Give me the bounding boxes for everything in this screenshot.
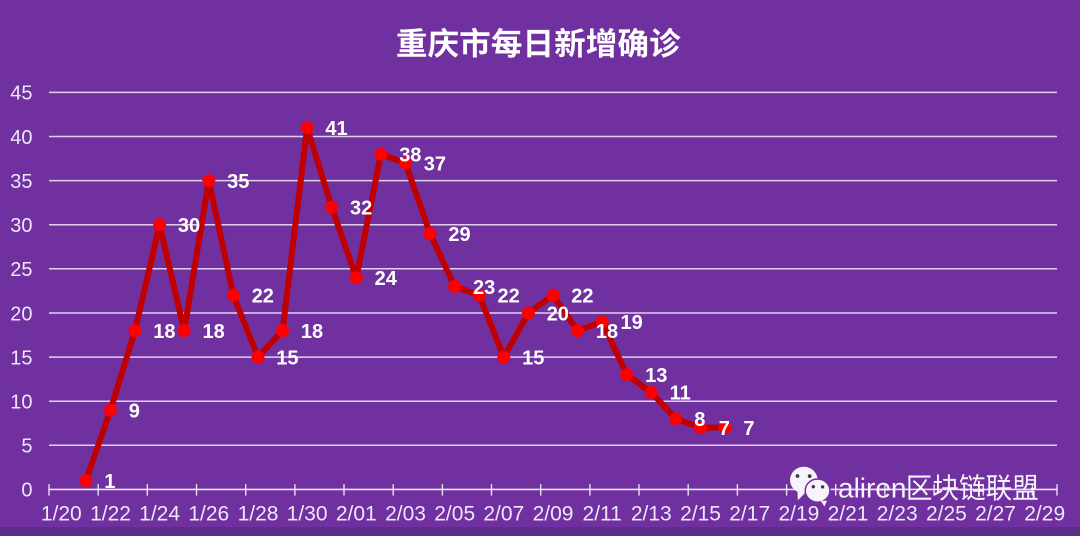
svg-text:2/23: 2/23 [877, 503, 918, 526]
svg-text:7: 7 [719, 418, 730, 440]
svg-text:15: 15 [10, 347, 32, 369]
svg-text:38: 38 [399, 145, 421, 167]
svg-text:aliren: aliren [838, 473, 906, 504]
svg-text:19: 19 [621, 312, 643, 334]
svg-text:32: 32 [350, 197, 372, 219]
svg-text:35: 35 [10, 171, 32, 193]
svg-text:29: 29 [448, 224, 470, 246]
svg-text:5: 5 [21, 436, 32, 458]
svg-text:15: 15 [276, 347, 298, 369]
svg-text:37: 37 [424, 153, 446, 175]
svg-text:30: 30 [10, 215, 32, 237]
svg-text:25: 25 [10, 259, 32, 281]
svg-text:10: 10 [10, 392, 32, 414]
svg-text:24: 24 [375, 268, 398, 290]
svg-text:35: 35 [227, 171, 249, 193]
svg-text:2/07: 2/07 [483, 503, 524, 526]
svg-text:1/28: 1/28 [238, 503, 279, 526]
svg-text:2/05: 2/05 [434, 503, 475, 526]
svg-text:45: 45 [10, 83, 32, 105]
svg-text:8: 8 [694, 409, 705, 431]
svg-text:18: 18 [153, 321, 175, 343]
svg-text:2/25: 2/25 [926, 503, 967, 526]
svg-text:1/30: 1/30 [287, 503, 328, 526]
svg-text:1/26: 1/26 [188, 503, 229, 526]
svg-text:40: 40 [10, 127, 32, 149]
svg-text:11: 11 [670, 383, 691, 405]
svg-text:15: 15 [522, 347, 544, 369]
svg-text:2/27: 2/27 [975, 503, 1016, 526]
svg-text:1/20: 1/20 [41, 503, 82, 526]
svg-text:0: 0 [21, 480, 32, 502]
svg-text:22: 22 [571, 286, 593, 308]
svg-text:13: 13 [645, 365, 667, 387]
svg-text:41: 41 [325, 118, 347, 140]
svg-text:2/15: 2/15 [680, 503, 721, 526]
svg-text:2/13: 2/13 [631, 503, 672, 526]
svg-text:20: 20 [10, 303, 32, 325]
svg-text:2/21: 2/21 [828, 503, 869, 526]
svg-text:2/11: 2/11 [583, 503, 622, 526]
svg-text:7: 7 [743, 418, 754, 440]
svg-text:22: 22 [252, 286, 274, 308]
svg-text:23: 23 [473, 277, 495, 299]
svg-text:1/22: 1/22 [90, 503, 131, 526]
svg-text:18: 18 [596, 321, 618, 343]
svg-text:9: 9 [129, 400, 140, 422]
svg-text:1/24: 1/24 [139, 503, 180, 526]
svg-text:2/09: 2/09 [533, 503, 574, 526]
svg-text:2/19: 2/19 [778, 503, 819, 526]
svg-text:2/03: 2/03 [385, 503, 426, 526]
svg-text:2/29: 2/29 [1024, 503, 1065, 526]
svg-text:30: 30 [178, 215, 200, 237]
svg-text:18: 18 [301, 321, 323, 343]
svg-text:1: 1 [104, 471, 115, 493]
svg-text:2/01: 2/01 [336, 503, 377, 526]
svg-text:2/17: 2/17 [729, 503, 770, 526]
svg-text:18: 18 [203, 321, 225, 343]
svg-text:20: 20 [547, 303, 569, 325]
svg-text:22: 22 [498, 286, 520, 308]
